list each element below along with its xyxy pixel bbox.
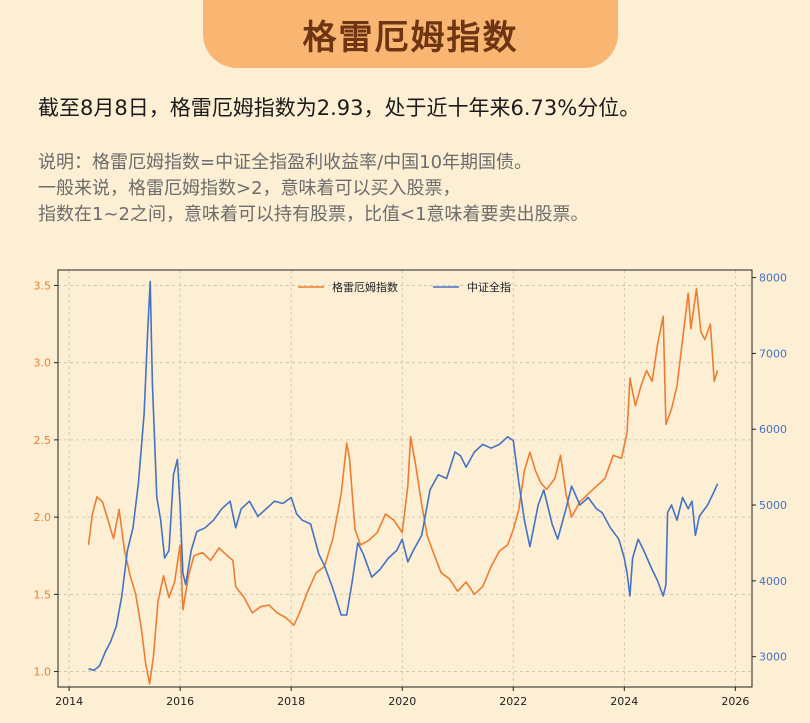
y-right-tick-label: 4000 [759, 575, 787, 588]
explanation-note: 说明：格雷厄姆指数=中证全指盈利收益率/中国10年期国债。 一般来说，格雷厄姆指… [38, 150, 798, 228]
y-right-tick-label: 7000 [759, 347, 787, 360]
note-line: 说明：格雷厄姆指数=中证全指盈利收益率/中国10年期国债。 [38, 152, 533, 173]
headline-text: 截至8月8日，格雷厄姆指数为2.93，处于近十年来6.73%分位。 [38, 96, 641, 120]
series-line-1 [88, 280, 719, 672]
y-left-tick-label: 1.5 [34, 588, 52, 601]
note-line: 一般来说，格雷厄姆指数>2，意味着可以买入股票， [38, 178, 461, 199]
legend-label: 格雷厄姆指数 [332, 280, 398, 294]
x-tick-label: 2018 [277, 695, 305, 708]
y-left-tick-label: 2.5 [34, 434, 52, 447]
y-left-tick-label: 1.0 [34, 666, 52, 679]
y-right-tick-label: 3000 [759, 651, 787, 664]
y-right-tick-label: 6000 [759, 423, 787, 436]
x-tick-label: 2024 [610, 695, 638, 708]
y-left-tick-label: 3.0 [34, 357, 52, 370]
title-banner: 格雷厄姆指数 [203, 0, 618, 68]
x-tick-label: 2026 [721, 695, 749, 708]
dual-axis-line-chart: 2014 2016 2018 2020 2022 2024 2026 1.0 1.5 2.0 2.5… [34, 269, 787, 708]
series-line-0 [87, 287, 719, 685]
y-left-tick-label: 3.5 [34, 279, 52, 292]
y-left-tick-label: 2.0 [34, 511, 52, 524]
x-tick-label: 2016 [166, 695, 194, 708]
x-tick-label: 2014 [55, 695, 83, 708]
plot-frame [57, 269, 753, 688]
note-line: 指数在1~2之间，意味着可以持有股票，比值<1意味着要卖出股票。 [38, 204, 589, 225]
y-right-tick-label: 5000 [759, 499, 787, 512]
x-tick-label: 2022 [499, 695, 527, 708]
y-right-tick-label: 8000 [759, 272, 787, 285]
x-tick-label: 2020 [388, 695, 416, 708]
page-title: 格雷厄姆指数 [302, 17, 519, 58]
legend-label: 中证全指 [467, 280, 511, 294]
